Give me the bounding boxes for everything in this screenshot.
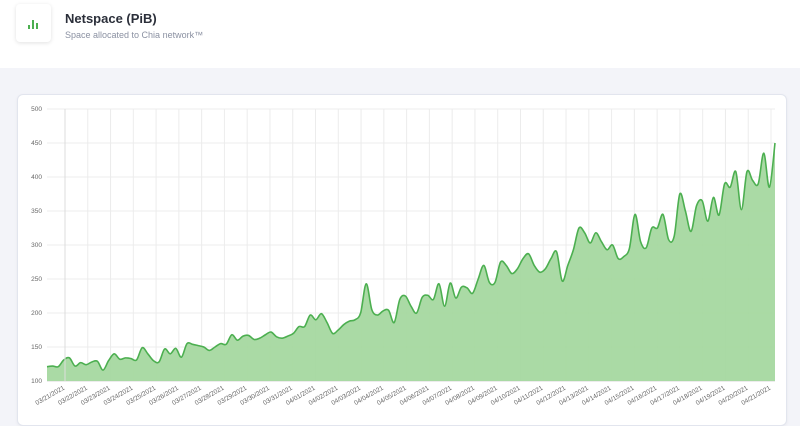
page-header: Netspace (PiB) Space allocated to Chia n… xyxy=(0,0,800,68)
y-tick-label: 300 xyxy=(31,242,42,249)
netspace-chart: 10015020025030035040045050003/21/202103/… xyxy=(31,106,776,407)
series-line xyxy=(46,142,776,371)
series-area xyxy=(47,143,775,381)
y-tick-label: 200 xyxy=(31,310,42,317)
y-tick-label: 450 xyxy=(31,140,42,147)
chart-card: 100 150 200 250 300 350 400 450 500 03/21/2021 03/… xyxy=(17,94,787,426)
bar-chart-icon xyxy=(16,4,51,42)
y-tick-label: 150 xyxy=(31,344,42,351)
y-tick-label: 400 xyxy=(31,174,42,181)
y-tick-label: 500 xyxy=(31,106,42,113)
page-title: Netspace (PiB) xyxy=(65,11,157,26)
page-subtitle: Space allocated to Chia network™ xyxy=(65,30,204,40)
y-tick-label: 100 xyxy=(31,378,42,385)
y-tick-label: 250 xyxy=(31,276,42,283)
y-tick-label: 350 xyxy=(31,208,42,215)
